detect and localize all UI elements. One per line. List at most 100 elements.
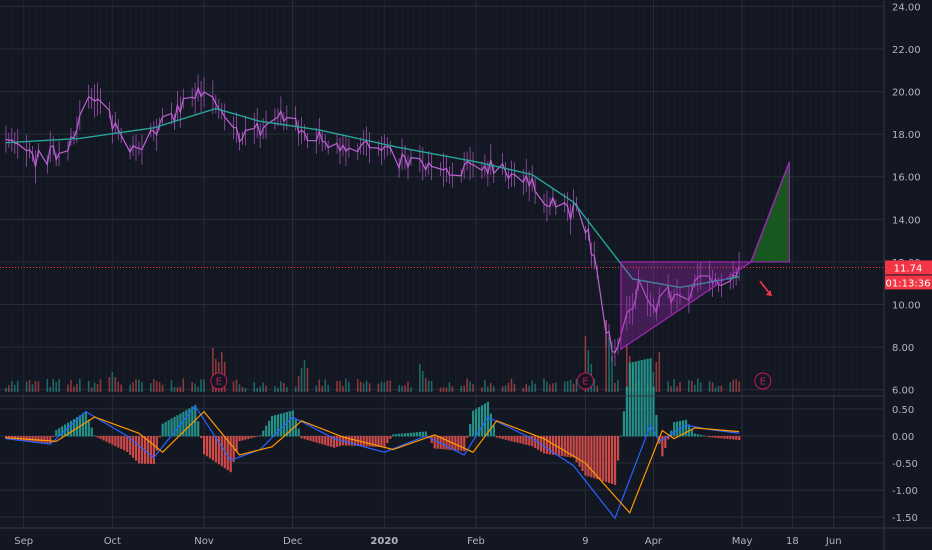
price-tick-label: 14.00 [892,215,921,226]
macd-histogram-bar [531,435,534,447]
volume-bar [430,381,433,392]
macd-histogram-bar [475,408,478,437]
volume-bar [138,379,140,392]
volume-bar [368,383,371,392]
macd-histogram-bar [525,435,528,445]
volume-bar [212,348,214,392]
macd-histogram-bar [543,435,546,454]
macd-histogram-bar [321,435,324,445]
macd-tick-label: -1.00 [892,486,918,497]
macd-histogram-bar [510,435,513,442]
macd-histogram-bar [619,435,623,437]
volume-bar [13,384,16,392]
macd-histogram-bar [176,415,179,437]
volume-bar [283,383,285,392]
macd-histogram-bar [55,430,58,437]
macd-histogram-bar [711,435,714,438]
volume-bar [37,381,40,392]
macd-histogram-bar [380,435,383,448]
volume-bar [179,386,182,392]
volume-bar [132,382,134,392]
volume-bar [306,368,309,392]
volume-bar [427,380,430,392]
macd-histogram-bar [34,435,37,442]
volume-bar [419,364,421,392]
volume-bar [117,382,120,392]
macd-histogram-bar [185,410,188,437]
volume-bar [365,380,368,392]
volume-bar [277,387,279,392]
volume-bar [280,381,282,392]
macd-histogram-bar [421,431,424,437]
volume-bar [5,387,7,392]
macd-histogram-bar [386,435,389,444]
volume-bar [569,379,572,392]
volume-bar [348,381,350,392]
macd-histogram-bar [667,435,670,440]
volume-bar [194,383,196,392]
macd-histogram-bar [424,431,427,437]
volume-bar [667,381,669,392]
macd-histogram-bar [87,419,90,437]
macd-histogram-bar [371,435,374,447]
macd-histogram-bar [392,434,395,437]
macd-histogram-bar [480,405,484,437]
volume-bar [256,387,259,392]
macd-tick-label: 0.00 [892,432,914,443]
macd-histogram-bar [126,435,129,452]
macd-histogram-bar [297,428,300,437]
volume-bar [28,380,31,392]
macd-histogram-bar [649,358,652,437]
macd-histogram-bar [72,419,76,437]
volume-bar [584,336,587,392]
macd-histogram-bar [625,386,628,437]
macd-histogram-bar [309,435,312,441]
volume-bar [534,383,536,392]
macd-histogram-bar [365,435,368,447]
macd-histogram-bar [664,435,667,448]
volume-bar [327,384,329,392]
volume-bar [99,379,102,392]
macd-histogram-bar [398,433,401,437]
macd-histogram-bar [631,361,634,437]
macd-histogram-bar [37,435,40,443]
volume-bar [608,338,610,392]
macd-histogram-bar [637,360,640,437]
volume-bar [220,352,223,392]
macd-histogram-bar [167,420,170,437]
volume-bar [410,387,412,392]
volume-bar [359,381,362,392]
target-diagonal [750,161,791,263]
macd-histogram-bar [211,435,215,461]
macd-histogram-bar [31,435,34,442]
volume-bar [200,379,202,392]
volume-bar [141,381,143,392]
macd-histogram-bar [714,435,717,438]
macd-histogram-bar [504,435,507,440]
macd-histogram-bar [164,421,167,437]
macd-histogram-bar [584,435,587,476]
x-tick-label: Jun [825,536,842,547]
macd-histogram-bar [279,413,283,437]
volume-bar [58,379,60,392]
volume-bar [481,387,483,392]
macd-histogram-bar [312,435,315,442]
macd-histogram-bar [593,435,596,479]
volume-bar [679,381,681,392]
macd-histogram-bar [652,386,655,437]
volume-bar [439,387,442,392]
price-tick-label: 16.00 [892,173,921,184]
macd-histogram-bar [690,428,694,437]
volume-bar [321,385,324,392]
volume-bar [555,382,557,392]
volume-bar [445,387,448,392]
macd-histogram-bar [120,435,123,450]
volume-bar [460,386,463,392]
macd-histogram-bar [90,427,93,437]
macd-histogram-bar [486,401,490,437]
earnings-marker-label: E [760,377,766,388]
macd-histogram-bar [412,432,416,437]
